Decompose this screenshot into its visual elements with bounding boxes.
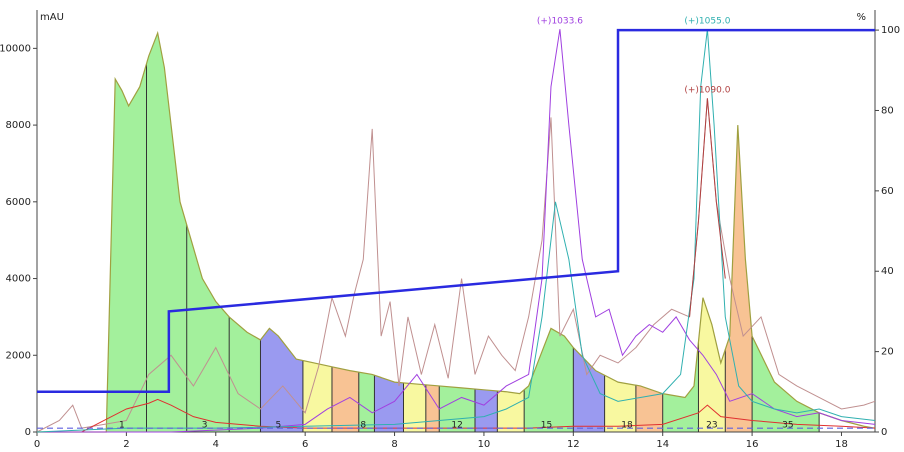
y-tick-label: 10000 <box>0 43 31 54</box>
uv-trace <box>37 30 876 433</box>
fraction-label: 8 <box>360 421 366 431</box>
x-tick-label: 8 <box>391 439 397 450</box>
y-tick-label: 0 <box>25 427 31 438</box>
x-tick-label: 12 <box>567 439 580 450</box>
y-tick-label: 6000 <box>6 197 31 208</box>
fraction-label: 1 <box>119 421 125 431</box>
fraction-label: 15 <box>541 421 552 431</box>
x-tick-label: 16 <box>746 439 759 450</box>
x-tick-label: 14 <box>656 439 669 450</box>
peak-label: (+)1055.0 <box>684 17 730 27</box>
y2-tick-label: 40 <box>881 266 894 277</box>
fraction <box>439 33 475 432</box>
mass-trace <box>37 29 876 433</box>
fraction <box>106 33 147 432</box>
x-tick-label: 18 <box>835 439 848 450</box>
y-tick-label: 2000 <box>6 350 31 361</box>
fraction-label: 18 <box>621 421 633 431</box>
y2-tick-label: 20 <box>881 347 894 358</box>
fraction <box>302 33 332 432</box>
fraction <box>524 33 574 432</box>
y2-tick-label: 0 <box>881 427 887 438</box>
x-tick-label: 0 <box>34 439 40 450</box>
fraction <box>474 33 498 432</box>
fraction <box>662 33 699 432</box>
y-tick-label: 4000 <box>6 274 31 285</box>
fraction <box>604 33 636 432</box>
plot: 0 2000 4000 6000 8000 10000 0 20 40 60 80 100 0 2 4 6 8 1… <box>0 10 900 450</box>
mass-trace <box>37 398 876 433</box>
fraction-label: 35 <box>782 421 793 431</box>
fraction-label: 3 <box>202 421 208 431</box>
fraction <box>331 33 359 432</box>
y2-tick-label: 60 <box>881 186 894 197</box>
fraction-label: 12 <box>451 421 462 431</box>
x-tick-label: 10 <box>478 439 491 450</box>
y2-tick-label: 80 <box>881 105 894 116</box>
fraction <box>229 33 261 432</box>
mass-trace <box>689 98 726 317</box>
x-tick-label: 4 <box>213 439 219 450</box>
fraction <box>635 33 663 432</box>
y2-axis-label: % <box>856 12 866 23</box>
fraction-label: 5 <box>275 421 281 431</box>
fraction <box>497 33 525 432</box>
fraction-label: 23 <box>706 421 717 431</box>
y2-tick-label: 100 <box>881 25 900 36</box>
gradient-line <box>37 28 875 394</box>
x-tick-label: 2 <box>123 439 129 450</box>
fraction <box>374 33 404 432</box>
fraction <box>425 33 440 432</box>
x-tick-label: 6 <box>302 439 308 450</box>
fraction <box>725 33 753 432</box>
peak-label: (+)1090.0 <box>684 86 730 96</box>
y-tick-label: 8000 <box>6 120 31 131</box>
peak-label: (+)1033.6 <box>537 17 583 27</box>
fraction <box>358 33 375 432</box>
fraction <box>186 33 230 432</box>
fraction <box>752 33 820 432</box>
y-axis-label: mAU <box>40 12 64 23</box>
mass-trace <box>36 29 876 433</box>
fraction <box>260 33 303 432</box>
